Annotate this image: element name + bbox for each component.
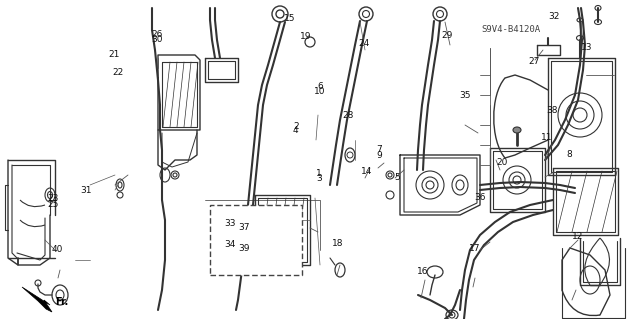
Text: 6: 6	[317, 82, 323, 91]
Text: 2: 2	[293, 122, 298, 130]
Text: 27: 27	[529, 57, 540, 66]
Text: 7: 7	[377, 145, 382, 154]
Text: 30: 30	[152, 35, 163, 44]
Text: 9: 9	[377, 151, 382, 160]
Text: 32: 32	[548, 12, 560, 21]
Text: 12: 12	[572, 232, 583, 241]
Text: 33: 33	[225, 219, 236, 228]
Text: 36: 36	[474, 193, 486, 202]
Text: 18: 18	[332, 239, 344, 248]
Text: 11: 11	[541, 133, 553, 142]
Text: 39: 39	[239, 244, 250, 253]
Text: 8: 8	[567, 150, 572, 159]
Text: 5: 5	[394, 173, 399, 182]
Text: 25: 25	[47, 200, 59, 209]
Text: 34: 34	[225, 241, 236, 249]
FancyBboxPatch shape	[210, 205, 302, 275]
Text: 4: 4	[293, 126, 298, 135]
Text: 19: 19	[300, 32, 311, 41]
Text: 1: 1	[316, 169, 321, 178]
Text: 31: 31	[81, 186, 92, 195]
Text: 28: 28	[342, 111, 354, 120]
Text: 16: 16	[417, 267, 428, 276]
Text: 22: 22	[113, 68, 124, 77]
Text: 24: 24	[358, 39, 369, 48]
Text: 37: 37	[239, 223, 250, 232]
Text: 20: 20	[497, 158, 508, 167]
Ellipse shape	[513, 127, 521, 133]
Text: S9V4-B4120A: S9V4-B4120A	[481, 25, 540, 34]
Text: 38: 38	[547, 106, 558, 115]
Text: 15: 15	[284, 14, 295, 23]
Text: Fr.: Fr.	[55, 297, 68, 307]
Text: 13: 13	[580, 43, 592, 52]
Text: 17: 17	[469, 244, 481, 253]
Text: 35: 35	[459, 91, 470, 100]
Text: 26: 26	[152, 30, 163, 39]
Text: 10: 10	[314, 87, 326, 96]
Text: 29: 29	[441, 31, 452, 40]
Text: 21: 21	[108, 50, 120, 59]
Polygon shape	[22, 287, 52, 312]
Text: 40: 40	[52, 245, 63, 254]
Text: 14: 14	[361, 167, 372, 176]
Text: 3: 3	[316, 174, 321, 183]
Text: 23: 23	[47, 194, 59, 203]
